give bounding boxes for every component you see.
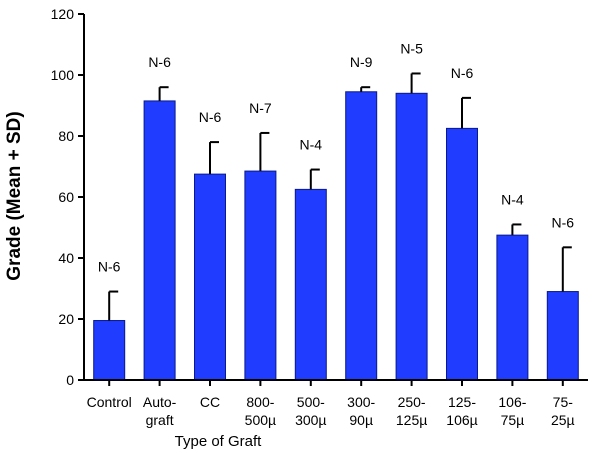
- n-label: N-7: [249, 100, 272, 116]
- n-label: N-6: [199, 109, 222, 125]
- y-tick-label: 40: [58, 250, 74, 266]
- y-tick-label: 80: [58, 128, 74, 144]
- bar: [446, 127, 478, 381]
- n-label: N-4: [300, 137, 323, 153]
- bar: [244, 170, 277, 381]
- bar: [395, 92, 428, 381]
- x-category-label: 300-90µ: [347, 394, 375, 428]
- x-category-label: 106-75µ: [498, 394, 526, 428]
- x-axis-title: Type of Graft: [175, 433, 263, 450]
- n-label: N-6: [98, 259, 121, 275]
- bar: [345, 91, 378, 381]
- bar: [294, 188, 327, 381]
- x-category-label: 125-106µ: [446, 394, 477, 428]
- x-category-label: 500-300µ: [295, 394, 326, 428]
- bars-group: [93, 91, 579, 381]
- y-axis-title: Grade (Mean + SD): [4, 111, 25, 280]
- n-label: N-4: [501, 191, 524, 207]
- error-bars-group: [108, 72, 572, 321]
- n-label: N-6: [552, 214, 575, 230]
- x-category-label: Auto-graft: [143, 394, 177, 428]
- x-category-labels-group: Control Auto-graft CC 800-500µ 500-300µ 300-9…: [87, 380, 575, 428]
- n-label: N-5: [400, 40, 423, 56]
- bar: [93, 320, 126, 381]
- x-category-label: 800-500µ: [245, 394, 276, 428]
- y-tick-label: 120: [51, 6, 75, 22]
- bar: [496, 234, 529, 381]
- y-tick-label: 0: [66, 372, 74, 388]
- x-category-label: 250-125µ: [396, 394, 427, 428]
- x-category-label: 75-25µ: [551, 394, 575, 428]
- bar: [143, 100, 176, 381]
- x-category-label: CC: [200, 394, 220, 410]
- x-category-label: Control: [87, 394, 132, 410]
- n-labels-group: N-6 N-6 N-6 N-7 N-4 N-9 N-5 N-6 N-4 N-6: [98, 40, 574, 274]
- y-tick-label: 60: [58, 189, 74, 205]
- n-label: N-6: [148, 54, 171, 70]
- bar: [546, 291, 579, 381]
- y-ticks-group: 0 20 40 60 80 100 120: [51, 6, 84, 388]
- n-label: N-9: [350, 54, 373, 70]
- n-label: N-6: [451, 65, 474, 81]
- y-tick-label: 20: [58, 311, 74, 327]
- y-tick-label: 100: [51, 67, 75, 83]
- bar: [194, 173, 226, 381]
